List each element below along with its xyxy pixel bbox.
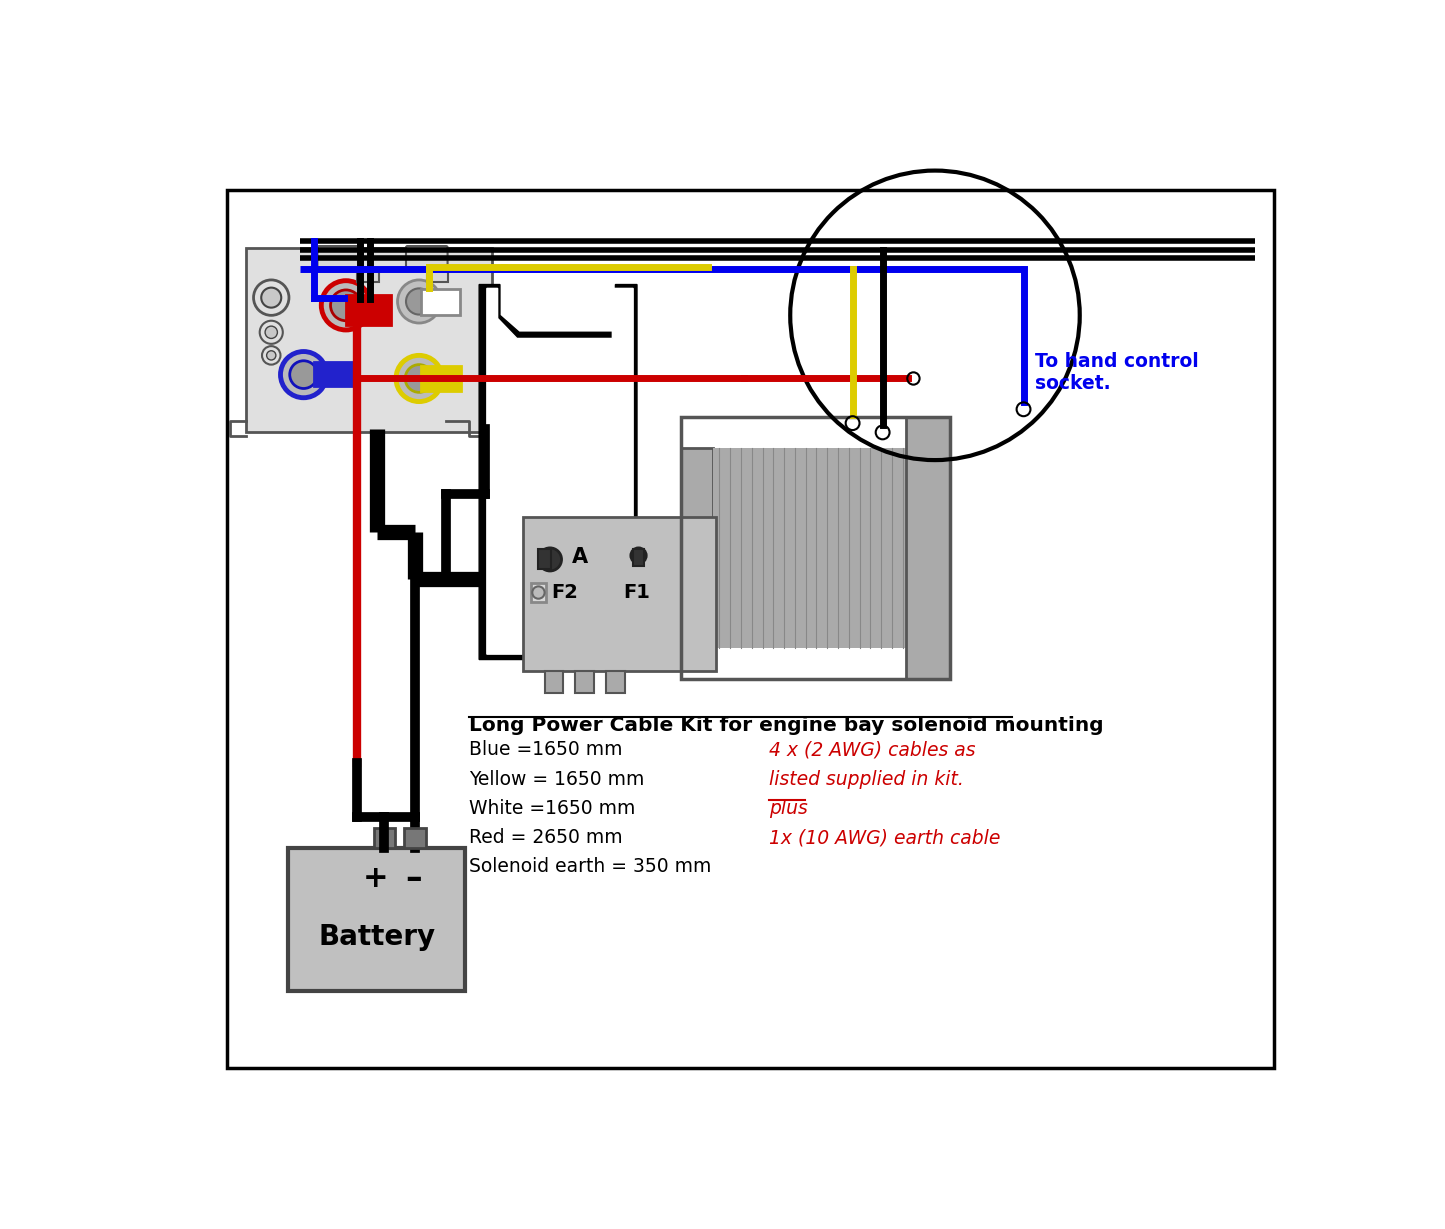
Bar — [633, 548, 644, 565]
Text: Solenoid earth = 350 mm: Solenoid earth = 350 mm — [470, 858, 711, 876]
Text: White =1650 mm: White =1650 mm — [470, 799, 636, 819]
Circle shape — [280, 351, 327, 398]
Text: A: A — [572, 547, 588, 567]
Bar — [523, 517, 715, 671]
Bar — [906, 417, 951, 678]
Bar — [357, 272, 379, 283]
Circle shape — [331, 290, 361, 321]
Text: Long Power Cable Kit for engine bay solenoid mounting: Long Power Cable Kit for engine bay sole… — [470, 715, 1104, 735]
Bar — [714, 447, 906, 648]
Circle shape — [539, 548, 562, 571]
Polygon shape — [487, 289, 633, 654]
Bar — [345, 295, 390, 324]
Bar — [405, 828, 426, 848]
Bar — [288, 848, 465, 991]
Bar — [426, 272, 448, 283]
Circle shape — [290, 361, 318, 388]
FancyBboxPatch shape — [406, 246, 448, 268]
Bar — [575, 671, 594, 693]
Text: 1x (10 AWG) earth cable: 1x (10 AWG) earth cable — [769, 828, 1001, 847]
Text: Blue =1650 mm: Blue =1650 mm — [470, 740, 623, 760]
Bar — [374, 828, 396, 848]
Text: plus: plus — [769, 799, 808, 819]
Circle shape — [631, 548, 646, 563]
Text: Yellow = 1650 mm: Yellow = 1650 mm — [470, 769, 644, 789]
Circle shape — [532, 586, 545, 599]
Text: –: – — [406, 863, 422, 896]
Polygon shape — [480, 285, 637, 660]
Text: Red = 2650 mm: Red = 2650 mm — [470, 828, 623, 847]
FancyBboxPatch shape — [318, 246, 363, 268]
Bar — [422, 289, 460, 316]
Bar — [607, 671, 624, 693]
Circle shape — [260, 321, 283, 344]
Circle shape — [405, 365, 433, 392]
Bar — [246, 247, 493, 433]
Bar — [314, 361, 354, 386]
Bar — [422, 366, 461, 391]
Bar — [539, 549, 551, 569]
Circle shape — [264, 326, 277, 338]
Circle shape — [396, 355, 442, 402]
Circle shape — [397, 280, 441, 323]
Circle shape — [253, 280, 289, 316]
Bar — [681, 417, 951, 678]
Circle shape — [262, 347, 280, 365]
Text: F1: F1 — [623, 583, 650, 602]
Circle shape — [321, 280, 370, 329]
Text: F2: F2 — [552, 583, 578, 602]
Text: 4 x (2 AWG) cables as: 4 x (2 AWG) cables as — [769, 740, 975, 760]
Bar — [545, 671, 564, 693]
Circle shape — [262, 288, 282, 307]
Bar — [681, 447, 714, 664]
Text: To hand control
socket.: To hand control socket. — [1035, 351, 1199, 392]
Circle shape — [406, 289, 432, 315]
Text: +: + — [363, 864, 389, 893]
Text: Battery: Battery — [318, 923, 435, 951]
Bar — [530, 584, 546, 602]
Circle shape — [267, 350, 276, 360]
Text: listed supplied in kit.: listed supplied in kit. — [769, 769, 964, 789]
